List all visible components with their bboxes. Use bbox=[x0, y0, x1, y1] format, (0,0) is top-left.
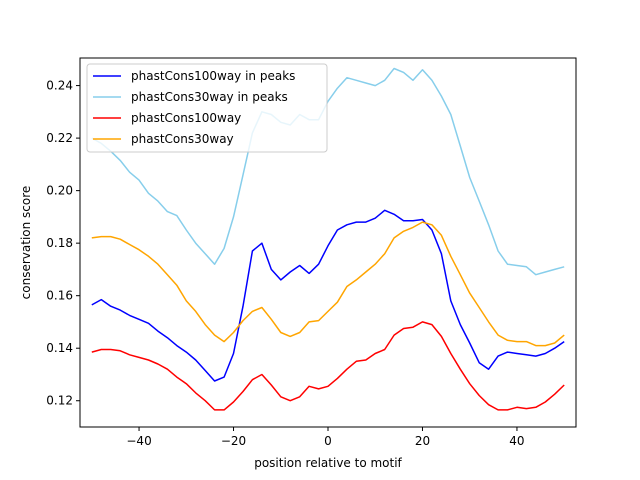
legend-label-4: phastCons30way bbox=[131, 132, 234, 146]
y-tick-label: 0.18 bbox=[46, 236, 73, 250]
legend-label-2: phastCons30way in peaks bbox=[131, 90, 288, 104]
y-tick-label: 0.16 bbox=[46, 289, 73, 303]
y-axis-label: conservation score bbox=[19, 186, 33, 300]
series-line-3 bbox=[91, 321, 565, 411]
legend: phastCons100way in peaks phastCons30way i… bbox=[86, 63, 328, 153]
legend-label-1: phastCons100way in peaks bbox=[131, 69, 295, 83]
y-tick-label: 0.24 bbox=[46, 79, 73, 93]
legend-label-3: phastCons100way bbox=[131, 111, 241, 125]
legend-box bbox=[86, 63, 328, 153]
series-line-4 bbox=[91, 221, 565, 347]
x-axis-label: position relative to motif bbox=[254, 456, 402, 470]
x-tick-label: −20 bbox=[221, 434, 246, 448]
x-tick-label: 0 bbox=[324, 434, 332, 448]
y-tick-label: 0.20 bbox=[46, 184, 73, 198]
x-tick-label: 40 bbox=[509, 434, 524, 448]
y-tick-label: 0.14 bbox=[46, 341, 73, 355]
x-tick-label: 20 bbox=[415, 434, 430, 448]
plot-frame bbox=[79, 57, 577, 428]
series-layer bbox=[91, 67, 565, 411]
y-tick-label: 0.12 bbox=[46, 394, 73, 408]
series-line-1 bbox=[91, 209, 565, 382]
series-line-2 bbox=[91, 67, 565, 276]
axis-ticks: −40 −20 0 20 40 0.12 0.14 0.16 0.18 0.20 0.22 0.24 bbox=[46, 79, 524, 448]
x-tick-label: −40 bbox=[126, 434, 151, 448]
y-tick-label: 0.22 bbox=[46, 131, 73, 145]
